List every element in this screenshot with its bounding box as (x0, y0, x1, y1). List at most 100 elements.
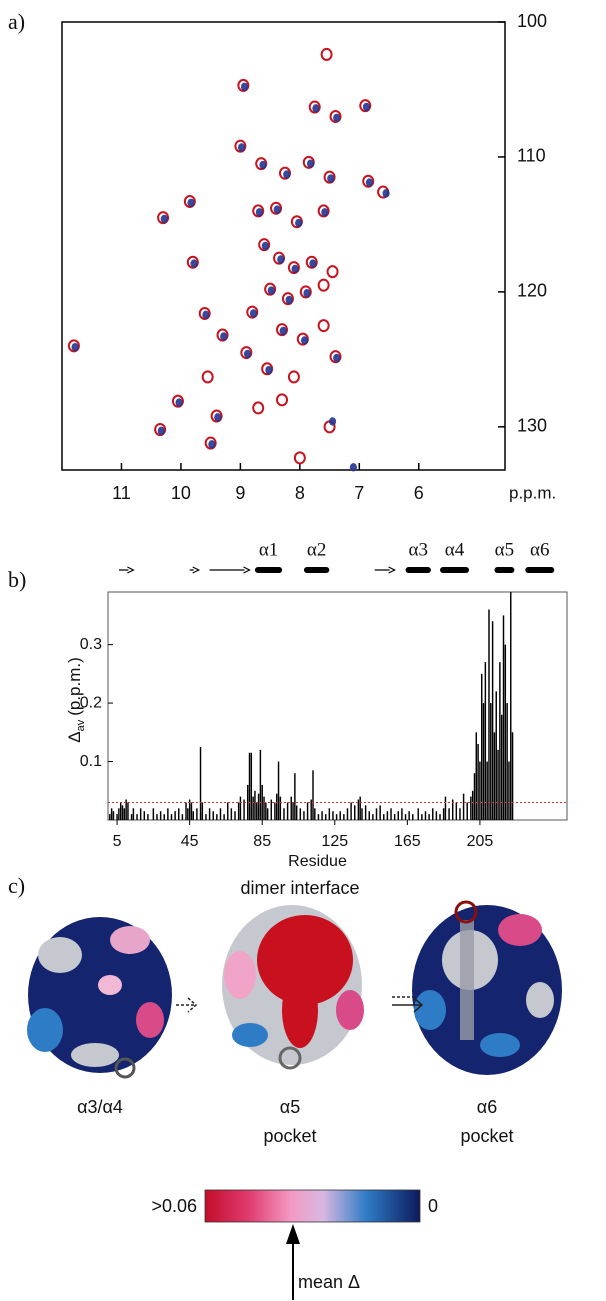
bar (421, 814, 423, 820)
bar (303, 811, 305, 820)
bar (261, 784, 263, 820)
bar (439, 814, 441, 820)
bar (321, 811, 323, 820)
x-tick-label: 205 (467, 833, 494, 850)
bar (484, 662, 487, 820)
peak (333, 113, 341, 123)
bar (185, 802, 187, 820)
y-tick-label: 0.3 (80, 636, 102, 653)
bar (510, 592, 512, 820)
bar (364, 805, 367, 820)
y-label-sub: av (75, 719, 87, 731)
peak (160, 214, 168, 224)
view-label: α5 (280, 1097, 300, 1117)
bar (497, 749, 499, 820)
peak (186, 255, 199, 269)
helix-label: α1 (259, 539, 278, 560)
bar (283, 808, 285, 820)
peak (208, 440, 216, 449)
bar (147, 814, 149, 820)
bar (270, 799, 273, 820)
helix-label: α4 (445, 539, 465, 560)
y-label-unit: (p.p.m.) (65, 657, 84, 716)
peak (382, 189, 390, 198)
plot-frame (107, 591, 568, 821)
bar (279, 796, 282, 820)
bar (263, 796, 265, 820)
bar (417, 808, 419, 820)
peak (187, 198, 195, 208)
plot-frame (61, 21, 506, 471)
bar (444, 796, 447, 820)
peak (279, 326, 287, 336)
peak (317, 319, 330, 333)
peak (308, 100, 321, 114)
bar (290, 796, 292, 820)
x-tick-label: 165 (394, 833, 421, 850)
bar (250, 752, 253, 820)
bar (286, 802, 289, 820)
bar (350, 802, 352, 820)
bar (357, 799, 360, 820)
strand-arrow (374, 566, 396, 574)
bar (159, 811, 162, 820)
bar (237, 802, 240, 820)
bar (317, 814, 320, 820)
peak (299, 285, 312, 299)
bar (459, 808, 461, 820)
view-label: α6 (477, 1097, 497, 1117)
bar (254, 790, 256, 820)
bar (393, 814, 396, 820)
y-tick-label: 120 (517, 281, 547, 301)
bar (212, 811, 214, 820)
peak (267, 286, 275, 295)
helix (494, 567, 515, 573)
x-tick-label: 6 (414, 483, 424, 503)
y-axis-label: Δav (p.p.m.) (65, 657, 86, 743)
bar (121, 805, 124, 820)
bar (130, 814, 133, 820)
bar (346, 808, 349, 820)
peak (276, 393, 289, 407)
bar (178, 808, 180, 820)
x-tick-label: 7 (354, 483, 364, 503)
bar (455, 802, 458, 820)
bar (252, 796, 254, 820)
bar (277, 761, 280, 820)
peak (183, 194, 196, 208)
peak (234, 139, 247, 153)
x-tick-label: 9 (235, 483, 245, 503)
peak (214, 413, 222, 422)
bar (379, 805, 381, 820)
x-tick-label: 5 (113, 833, 122, 850)
bar (188, 799, 191, 820)
peak (67, 339, 80, 353)
bar (451, 799, 454, 820)
peak (333, 353, 341, 363)
bar (219, 808, 222, 820)
peak (273, 205, 281, 214)
bar (227, 802, 229, 820)
helix-label: α6 (530, 539, 549, 560)
bar (488, 609, 490, 820)
peak (281, 292, 294, 306)
peak (265, 365, 273, 375)
peak (329, 350, 342, 364)
peak (317, 204, 330, 218)
bar (359, 796, 361, 820)
bar (216, 814, 218, 820)
bar (383, 814, 385, 820)
bar (265, 802, 267, 820)
bar (274, 802, 276, 820)
bar (412, 814, 414, 820)
peak (320, 47, 333, 61)
x-tick-label: 10 (171, 483, 191, 503)
x-tick-label: 8 (295, 483, 305, 503)
bar (256, 802, 258, 820)
y-tick-label: 0.2 (80, 694, 102, 711)
bar (181, 814, 184, 820)
bar (143, 811, 146, 820)
peak (309, 259, 317, 268)
bar (408, 811, 410, 820)
